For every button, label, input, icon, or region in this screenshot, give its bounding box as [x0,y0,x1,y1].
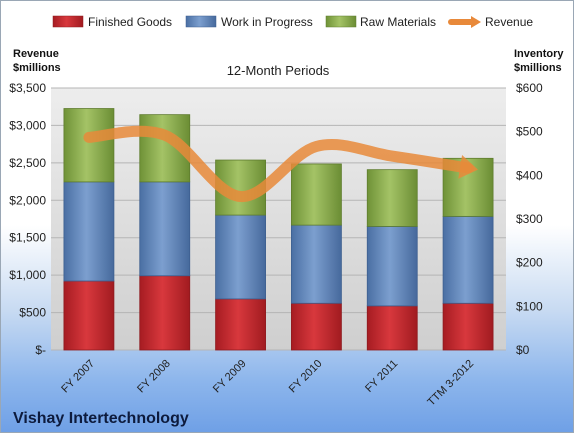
revenue-line [83,125,474,203]
left-tick-label: $1,500 [9,231,46,245]
left-tick-label: $2,500 [9,156,46,170]
left-tick-label: $3,500 [9,81,46,95]
left-axis-ticks: $- $500 $1,000 $1,500 $2,000 $2,500 $3,000 $3,5… [9,81,46,357]
left-tick-label: $- [35,343,46,357]
x-tick-label: FY 2009 [211,358,249,396]
right-tick-label: $100 [516,299,543,313]
bars [63,108,494,351]
bar-work-in-progress [63,181,115,282]
left-tick-label: $1,000 [9,268,46,282]
x-tick-label: FY 2010 [287,358,325,396]
bar-finished-goods [442,302,494,351]
x-tick-label: FY 2008 [135,358,173,396]
left-tick-label: $500 [19,306,46,320]
plot-area [51,88,506,350]
x-axis-ticks: FY 2007 FY 2008 FY 2009 FY 2010 FY 2011 TTM 3… [59,358,476,409]
legend-label-finished-goods: Finished Goods [88,15,172,29]
legend-label-work-in-progress: Work in Progress [221,15,313,29]
bar-finished-goods [139,275,191,351]
right-tick-label: $500 [516,125,543,139]
legend-swatch-finished-goods [52,15,84,28]
legend-swatch-raw-materials [325,15,357,28]
left-axis-title-line2: $millions [13,62,61,74]
bar-raw-materials [366,169,418,227]
x-tick-label: FY 2011 [363,358,400,395]
bar-finished-goods [366,305,418,351]
left-axis-title-line1: Revenue [13,48,59,60]
right-tick-label: $0 [516,343,530,357]
revenue-arrowhead [458,154,478,179]
bar-raw-materials [291,163,342,226]
right-tick-label: $300 [516,212,543,226]
right-axis-ticks: $0 $100 $200 $300 $400 $500 $600 [516,81,543,357]
x-tick-label: FY 2007 [59,358,97,396]
bar-work-in-progress [291,224,342,304]
gridlines [51,87,506,351]
bar-finished-goods [63,280,115,351]
bar-work-in-progress [442,215,494,304]
x-tick-label: TTM 3-2012 [425,358,476,409]
bar-raw-materials [63,108,115,183]
legend: Finished Goods Work in Progress Raw Mate… [52,15,533,29]
bar-finished-goods [291,302,342,351]
right-tick-label: $600 [516,81,543,95]
left-tick-label: $3,000 [9,118,46,132]
left-tick-label: $2,000 [9,193,46,207]
legend-revenue-arrowhead [471,16,481,28]
right-tick-label: $200 [516,256,543,270]
legend-label-revenue: Revenue [485,15,533,29]
bar-work-in-progress [366,226,418,307]
bar-finished-goods [215,298,266,351]
chart-title: 12-Month Periods [227,63,330,78]
right-axis-title-line2: $millions [514,62,562,74]
legend-label-raw-materials: Raw Materials [360,15,436,29]
company-name: Vishay Intertechnology [13,410,189,427]
revenue-line-group [83,125,478,203]
bar-work-in-progress [139,181,191,277]
legend-swatch-work-in-progress [185,15,217,28]
right-tick-label: $400 [516,168,543,182]
right-axis-title-line1: Inventory [514,48,564,60]
bar-work-in-progress [215,214,266,300]
